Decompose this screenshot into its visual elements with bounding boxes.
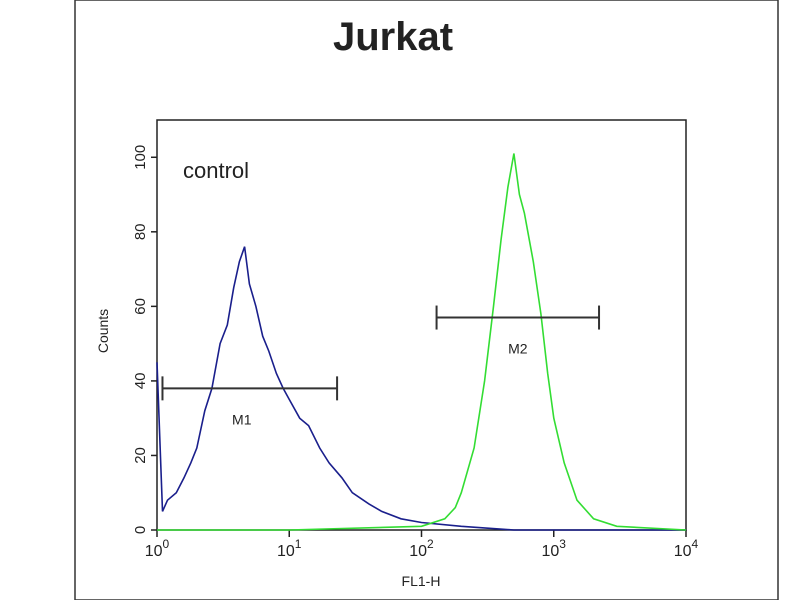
x-tick-exponent: 0 (163, 537, 170, 551)
y-tick-label: 60 (132, 298, 149, 315)
x-tick-label: 100 (145, 537, 170, 560)
annotation: control (183, 158, 249, 183)
histogram-line (156, 246, 686, 531)
x-tick-exponent: 2 (427, 537, 434, 551)
x-tick-exponent: 3 (559, 537, 566, 551)
y-tick-label: 80 (132, 223, 149, 240)
y-tick-label: 40 (132, 373, 149, 390)
x-tick-base: 10 (674, 543, 692, 560)
x-tick-base: 10 (409, 543, 427, 560)
frame (74, 0, 779, 600)
gate-label: M1 (232, 411, 252, 427)
x-tick-label: 104 (674, 537, 699, 560)
gate-label: M2 (508, 341, 528, 357)
x-tick-label: 101 (277, 537, 302, 560)
y-tick-label: 20 (132, 447, 149, 464)
x-tick-base: 10 (277, 543, 295, 560)
x-tick-label: 102 (409, 537, 434, 560)
x-tick-base: 10 (145, 543, 163, 560)
chart-title: Jurkat (333, 15, 453, 59)
x-tick-label: 103 (542, 537, 567, 560)
x-tick-base: 10 (542, 543, 560, 560)
y-axis-label: Counts (95, 309, 111, 353)
y-tick-label: 100 (132, 145, 149, 170)
x-tick-exponent: 4 (692, 537, 699, 551)
x-tick-exponent: 1 (295, 537, 302, 551)
histogram-line (157, 153, 687, 531)
y-tick-label: 0 (132, 526, 149, 534)
x-axis-label: FL1-H (402, 573, 441, 589)
